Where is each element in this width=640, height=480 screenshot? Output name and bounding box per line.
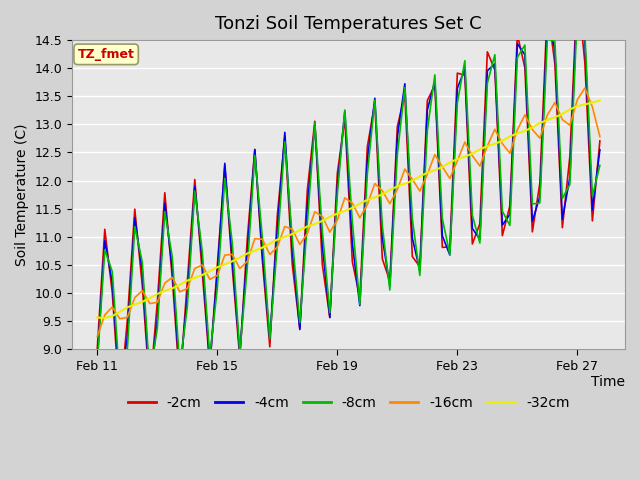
Legend: -2cm, -4cm, -8cm, -16cm, -32cm: -2cm, -4cm, -8cm, -16cm, -32cm [122, 390, 575, 415]
Title: Tonzi Soil Temperatures Set C: Tonzi Soil Temperatures Set C [215, 15, 482, 33]
X-axis label: Time: Time [591, 375, 625, 389]
Y-axis label: Soil Temperature (C): Soil Temperature (C) [15, 123, 29, 266]
Text: TZ_fmet: TZ_fmet [77, 48, 134, 61]
